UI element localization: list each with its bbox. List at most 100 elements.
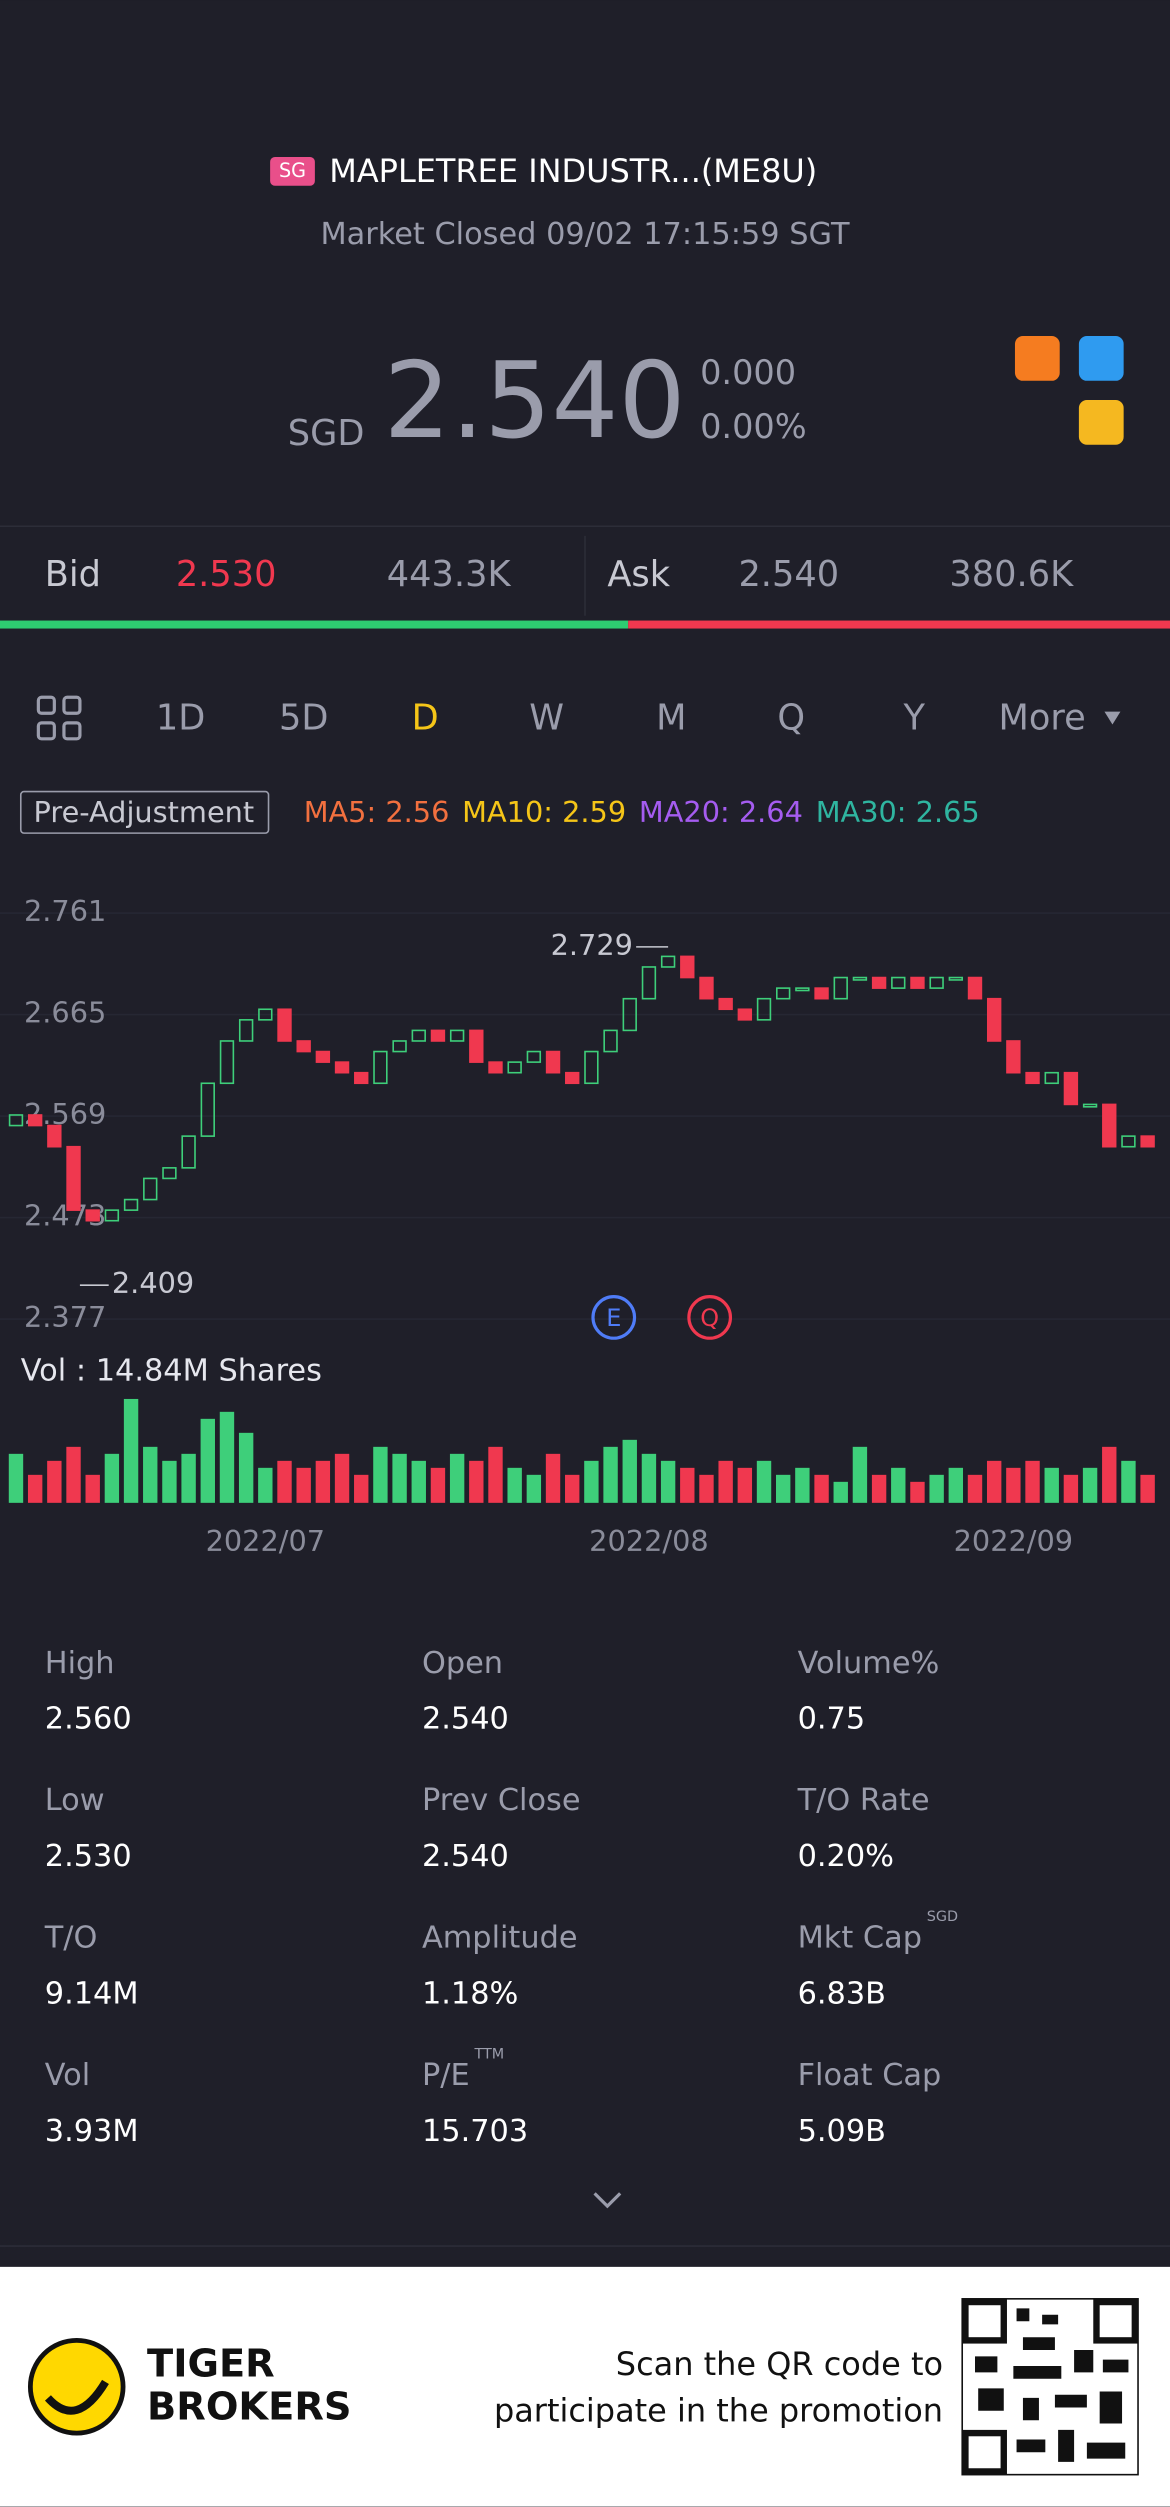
volume-bar: [1044, 1467, 1059, 1503]
volume-bar: [392, 1453, 407, 1503]
candle-body: [8, 1114, 24, 1127]
icon[interactable]: [1078, 399, 1124, 445]
ma-legend: MA20: 2.64: [639, 795, 803, 829]
candle-body: [1025, 1071, 1040, 1085]
stock-name: MAPLETREE INDUSTR...(ME8U): [329, 152, 817, 190]
candle-body: [181, 1135, 196, 1169]
candle-body: [238, 1019, 254, 1042]
stat-label: Float Cap: [798, 2058, 942, 2093]
tab[interactable]: Y: [903, 698, 926, 739]
icon[interactable]: [1078, 336, 1124, 381]
volume-bar: [929, 1474, 944, 1503]
candle-body: [545, 1050, 561, 1074]
candle-body: [622, 997, 637, 1032]
logo-stripe: [44, 2379, 109, 2415]
candle-body: [315, 1050, 331, 1063]
ask-size: 380.6K: [949, 554, 1074, 595]
bid-label: Bid: [45, 554, 101, 595]
candle-body: [910, 976, 925, 989]
candle-body: [488, 1061, 503, 1074]
change: 0.000: [700, 353, 796, 392]
stat-label: T/O Rate: [797, 1783, 930, 1818]
event-marker[interactable]: [591, 1295, 637, 1340]
currency: SGD: [288, 413, 365, 454]
volume-bar: [814, 1474, 829, 1503]
market-status: Market Closed 09/02 17:15:59 SGT: [320, 217, 849, 252]
stat-label: Low: [45, 1783, 105, 1818]
event-label[interactable]: Q: [700, 1304, 719, 1332]
tab[interactable]: W: [529, 698, 564, 739]
dropdown-arrow[interactable]: [1104, 711, 1121, 725]
x-tick-label: 2022/09: [954, 1524, 1074, 1558]
volume-label: Vol : 14.84M Shares: [21, 1353, 322, 1388]
ma-legend: MA30: 2.65: [816, 795, 980, 829]
volume-bar: [718, 1460, 733, 1503]
candle-body: [1102, 1103, 1117, 1148]
volume-bar: [334, 1453, 350, 1503]
stat-label: P/E: [422, 2058, 470, 2093]
market-badge: SG: [279, 159, 306, 182]
expand[interactable]: [593, 2192, 622, 2209]
stat-value: 5.09B: [798, 2114, 886, 2149]
candle-body: [737, 1008, 753, 1021]
tab[interactable]: Q: [777, 698, 805, 739]
ma-legend: MA5: 2.56: [304, 795, 450, 829]
candle-body: [795, 987, 810, 992]
volume-bar: [1140, 1474, 1155, 1503]
stat-value: 2.540: [422, 1702, 509, 1737]
candle-body: [948, 976, 964, 981]
volume-bar: [776, 1474, 791, 1503]
candle-body: [660, 955, 676, 968]
tab[interactable]: 1D: [156, 698, 205, 739]
tab[interactable]: D: [412, 698, 439, 739]
icon[interactable]: [1014, 336, 1060, 381]
volume-bar: [948, 1467, 964, 1503]
event-marker[interactable]: [687, 1295, 733, 1340]
event-label[interactable]: E: [606, 1304, 621, 1332]
volume-bar: [1121, 1460, 1136, 1503]
candle-body: [449, 1029, 465, 1042]
candle-body: [104, 1209, 120, 1222]
volume-bar: [315, 1460, 331, 1503]
candle-body: [680, 955, 695, 979]
grid-icon[interactable]: [36, 695, 82, 741]
promo: participate in the promotion: [494, 2391, 943, 2429]
tab[interactable]: 5D: [279, 698, 328, 739]
volume-bar: [871, 1474, 887, 1503]
volume-bar: [143, 1446, 158, 1503]
volume-bar: [449, 1453, 465, 1503]
volume-bar: [430, 1467, 446, 1503]
adjustment[interactable]: Pre-Adjustment: [34, 795, 255, 829]
volume-bar: [8, 1453, 24, 1503]
x-tick-label: 2022/07: [206, 1524, 326, 1558]
stat-label: T/O: [44, 1921, 98, 1956]
bid-size: 443.3K: [387, 554, 512, 595]
volume-bar: [526, 1474, 542, 1503]
volume-bar: [565, 1474, 580, 1503]
candle-body: [373, 1050, 388, 1085]
volume-bar: [27, 1474, 43, 1503]
candle-body: [1063, 1071, 1079, 1106]
adjustment-box[interactable]: [19, 790, 270, 834]
volume-bar: [545, 1453, 561, 1503]
candle-body: [219, 1040, 235, 1085]
candle-body: [718, 997, 733, 1011]
candle-body: [1044, 1071, 1059, 1085]
candle-body: [565, 1071, 580, 1085]
stat-value: 0.75: [798, 1702, 866, 1737]
volume-bar: [181, 1453, 196, 1503]
candle-body: [469, 1029, 484, 1063]
candle-body: [1140, 1135, 1155, 1148]
tab[interactable]: M: [656, 698, 686, 739]
stat-value: 9.14M: [45, 1977, 139, 2012]
ask-price: 2.540: [738, 554, 839, 595]
volume-bar: [622, 1439, 637, 1503]
volume-bar: [891, 1467, 906, 1503]
candle-body: [334, 1061, 350, 1074]
volume-bar: [1006, 1467, 1021, 1503]
candle-body: [699, 976, 714, 1000]
candle-body: [123, 1198, 139, 1211]
candle-body: [603, 1029, 618, 1053]
volume-bar: [680, 1467, 695, 1503]
tab[interactable]: More: [999, 698, 1086, 739]
